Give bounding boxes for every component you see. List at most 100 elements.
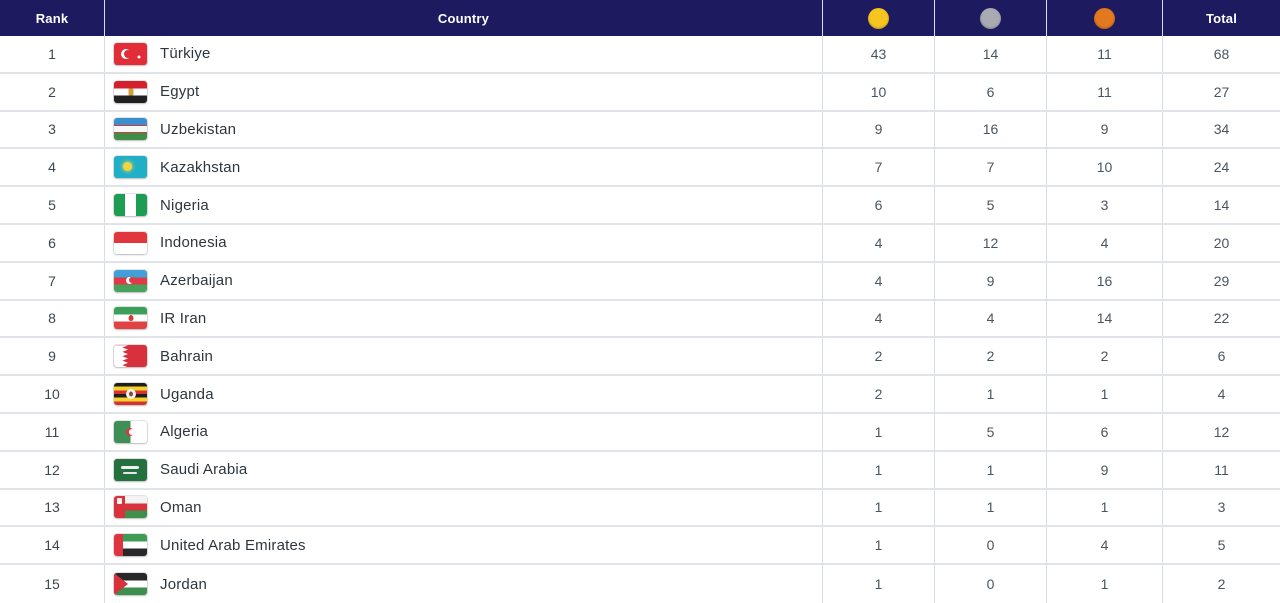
gold-column-header xyxy=(822,0,934,36)
country-cell: Indonesia xyxy=(104,224,822,261)
total-count-cell: 3 xyxy=(1162,489,1280,526)
country-name: Türkiye xyxy=(160,45,211,63)
rank-cell: 1 xyxy=(48,45,56,62)
bronze-count-cell: 1 xyxy=(1046,565,1162,603)
jordan-flag xyxy=(114,573,147,596)
country-name: United Arab Emirates xyxy=(160,536,306,554)
country-name: Saudi Arabia xyxy=(160,461,248,479)
total-count-cell: 20 xyxy=(1162,224,1280,261)
bronze-count-cell: 4 xyxy=(1046,527,1162,564)
country-name: Kazakhstan xyxy=(160,158,241,176)
table-row: 1 Türkiye 43 14 11 68 xyxy=(0,36,1280,74)
turkiye-flag xyxy=(114,42,147,65)
table-row: 8 IR Iran 4 4 14 22 xyxy=(0,300,1280,339)
silver-count-cell: 6 xyxy=(934,73,1046,110)
silver-count-cell: 14 xyxy=(934,36,1046,72)
gold-count-cell: 1 xyxy=(822,451,934,488)
country-cell: United Arab Emirates xyxy=(104,527,822,564)
country-cell: Bahrain xyxy=(104,338,822,375)
country-cell: Kazakhstan xyxy=(104,149,822,186)
country-cell: Saudi Arabia xyxy=(104,451,822,488)
iran-flag xyxy=(114,307,147,330)
total-count-cell: 2 xyxy=(1162,565,1280,603)
gold-count-cell: 6 xyxy=(822,187,934,223)
uzbekistan-flag xyxy=(114,118,147,141)
nigeria-flag xyxy=(114,194,147,217)
gold-count-cell: 1 xyxy=(822,489,934,526)
egypt-flag xyxy=(114,80,147,103)
country-cell: Jordan xyxy=(104,565,822,603)
rank-cell: 2 xyxy=(48,83,56,100)
bronze-count-cell: 1 xyxy=(1046,489,1162,526)
country-name: IR Iran xyxy=(160,309,207,327)
silver-count-cell: 16 xyxy=(934,111,1046,148)
total-count-cell: 14 xyxy=(1162,187,1280,223)
table-row: 13 Oman 1 1 1 3 xyxy=(0,489,1280,528)
country-name: Algeria xyxy=(160,423,209,441)
table-row: 11 Algeria 1 5 6 12 xyxy=(0,413,1280,452)
kazakhstan-flag xyxy=(114,156,147,179)
silver-count-cell: 4 xyxy=(934,300,1046,337)
silver-medal-icon xyxy=(980,7,1001,29)
silver-count-cell: 7 xyxy=(934,149,1046,186)
rank-cell: 5 xyxy=(48,197,56,214)
silver-count-cell: 9 xyxy=(934,262,1046,299)
bronze-count-cell: 6 xyxy=(1046,413,1162,450)
silver-column-header xyxy=(934,0,1046,36)
silver-count-cell: 1 xyxy=(934,489,1046,526)
silver-count-cell: 5 xyxy=(934,187,1046,223)
country-cell: Uganda xyxy=(104,376,822,412)
table-row: 5 Nigeria 6 5 3 14 xyxy=(0,187,1280,225)
country-name: Oman xyxy=(160,498,202,516)
rank-cell: 3 xyxy=(48,121,56,138)
table-row: 4 Kazakhstan 7 7 10 24 xyxy=(0,149,1280,188)
rank-cell: 9 xyxy=(48,348,56,365)
table-body: 1 Türkiye 43 14 11 68 2 Egypt 10 6 11 27… xyxy=(0,36,1280,603)
bronze-count-cell: 1 xyxy=(1046,376,1162,412)
country-name: Indonesia xyxy=(160,234,227,252)
table-row: 10 Uganda 2 1 1 4 xyxy=(0,376,1280,414)
rank-cell: 14 xyxy=(44,537,60,554)
country-name: Uganda xyxy=(160,385,214,403)
gold-count-cell: 4 xyxy=(822,262,934,299)
indonesia-flag xyxy=(114,231,147,254)
bronze-count-cell: 9 xyxy=(1046,451,1162,488)
bahrain-flag xyxy=(114,345,147,368)
bronze-count-cell: 9 xyxy=(1046,111,1162,148)
table-row: 3 Uzbekistan 9 16 9 34 xyxy=(0,111,1280,150)
table-row: 12 Saudi Arabia 1 1 9 11 xyxy=(0,451,1280,490)
gold-count-cell: 4 xyxy=(822,224,934,261)
bronze-count-cell: 10 xyxy=(1046,149,1162,186)
total-count-cell: 24 xyxy=(1162,149,1280,186)
country-column-header: Country xyxy=(104,0,822,36)
gold-count-cell: 10 xyxy=(822,73,934,110)
table-row: 6 Indonesia 4 12 4 20 xyxy=(0,224,1280,263)
bronze-medal-icon xyxy=(1094,7,1115,29)
total-count-cell: 11 xyxy=(1162,451,1280,488)
total-count-cell: 29 xyxy=(1162,262,1280,299)
oman-flag xyxy=(114,496,147,519)
country-cell: IR Iran xyxy=(104,300,822,337)
rank-column-header: Rank xyxy=(35,10,69,26)
gold-medal-icon xyxy=(868,7,889,29)
country-name: Egypt xyxy=(160,83,200,101)
total-count-cell: 5 xyxy=(1162,527,1280,564)
table-row: 7 Azerbaijan 4 9 16 29 xyxy=(0,262,1280,301)
country-cell: Nigeria xyxy=(104,187,822,223)
azerbaijan-flag xyxy=(114,269,147,292)
saudi-arabia-flag xyxy=(114,458,147,481)
country-name: Azerbaijan xyxy=(160,272,233,290)
silver-count-cell: 12 xyxy=(934,224,1046,261)
total-count-cell: 22 xyxy=(1162,300,1280,337)
total-count-cell: 4 xyxy=(1162,376,1280,412)
country-cell: Algeria xyxy=(104,413,822,450)
silver-count-cell: 5 xyxy=(934,413,1046,450)
total-count-cell: 68 xyxy=(1162,36,1280,72)
total-count-cell: 27 xyxy=(1162,73,1280,110)
gold-count-cell: 1 xyxy=(822,413,934,450)
bronze-count-cell: 11 xyxy=(1046,36,1162,72)
rank-cell: 7 xyxy=(48,272,56,289)
rank-cell: 15 xyxy=(44,576,60,593)
table-row: 9 Bahrain 2 2 2 6 xyxy=(0,338,1280,377)
